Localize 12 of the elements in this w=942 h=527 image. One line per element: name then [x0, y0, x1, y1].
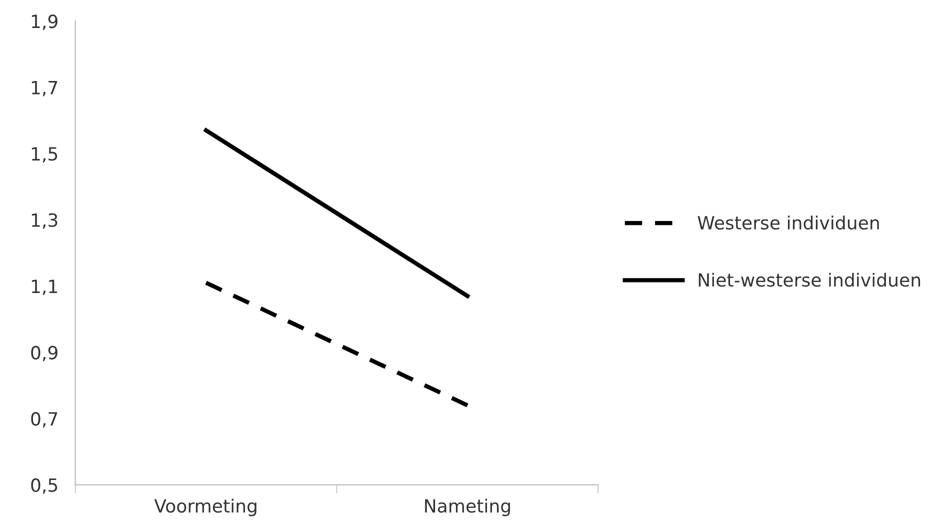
- x-tick-label: Voormeting: [154, 498, 256, 516]
- y-tick-label: 1,1: [32, 280, 58, 296]
- y-tick-label: 0,7: [31, 412, 58, 428]
- legend-label: Niet-westerse individuen: [698, 272, 920, 287]
- y-tick-label: 1,9: [32, 14, 58, 30]
- y-tick-label: 0,9: [31, 346, 58, 362]
- y-tick-label: 1,3: [32, 213, 58, 229]
- y-tick-label: 1,5: [32, 147, 58, 163]
- y-tick-label: 1,7: [32, 81, 58, 96]
- x-tick-label: Nameting: [425, 498, 510, 516]
- y-tick-label: 0,5: [31, 478, 58, 494]
- legend-label: Westerse individuen: [698, 216, 879, 230]
